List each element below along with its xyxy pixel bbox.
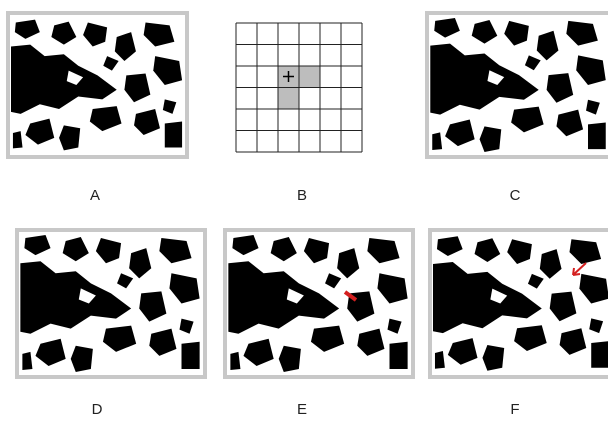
- grid-cell-highlight: [299, 66, 320, 88]
- grid-cell-highlight: [278, 88, 299, 110]
- panel-label: E: [297, 401, 307, 418]
- figure: A B C D E F: [0, 0, 608, 421]
- panel-label: A: [90, 187, 100, 204]
- grid: [236, 23, 362, 152]
- panel-label: B: [297, 187, 307, 204]
- page: A B C D E F (() => { const data = JSON.p…: [0, 0, 608, 421]
- panel-label: D: [92, 401, 103, 418]
- panel-label: C: [510, 187, 521, 204]
- grid-lines: [236, 23, 362, 152]
- panel-label: F: [510, 401, 519, 418]
